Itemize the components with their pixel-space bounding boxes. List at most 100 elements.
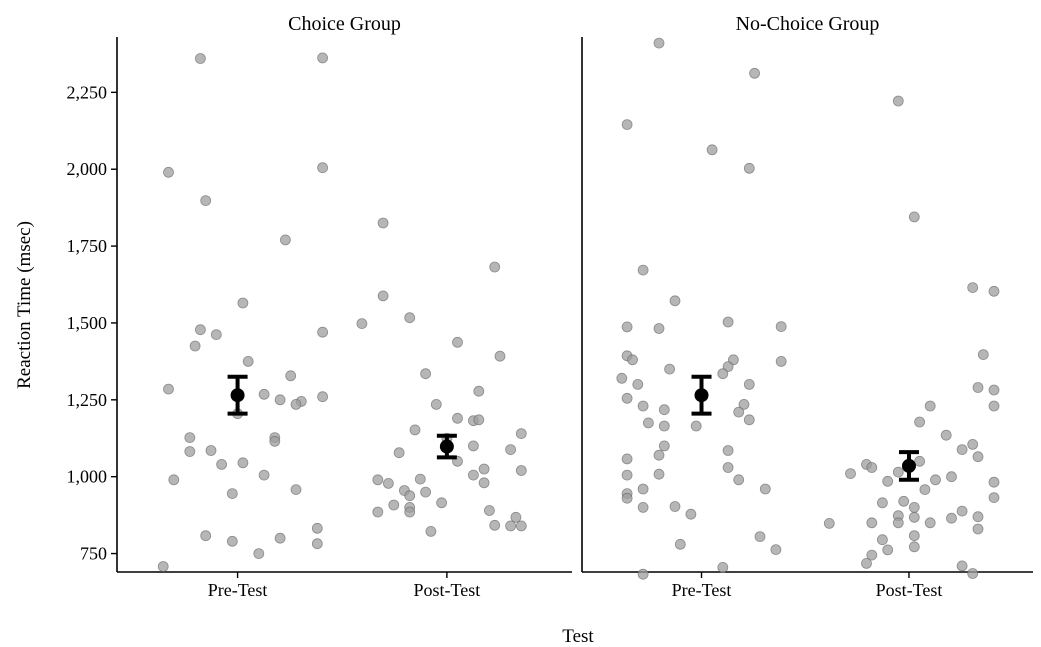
data-point — [467, 469, 479, 481]
data-point — [483, 505, 495, 516]
data-point — [194, 324, 206, 336]
data-point — [892, 517, 904, 529]
data-point — [317, 391, 329, 403]
plot-layer: Choice Group 750 1,000 1,250 1,500 1,750 2,000… — [67, 13, 1033, 600]
data-point — [669, 295, 681, 307]
y-tick-label: 1,500 — [67, 313, 108, 333]
data-point — [690, 420, 702, 432]
data-point — [189, 340, 201, 352]
data-point — [743, 414, 755, 426]
data-point — [420, 368, 432, 380]
x-axis-title: Test — [562, 626, 594, 647]
data-point — [759, 483, 771, 495]
data-point — [972, 451, 984, 463]
mean-point — [230, 388, 245, 403]
data-point — [372, 506, 384, 518]
data-point — [467, 440, 479, 452]
data-point — [356, 318, 368, 330]
data-point — [988, 384, 1000, 396]
data-point — [898, 495, 910, 507]
mean-point — [901, 458, 916, 473]
data-point — [637, 264, 649, 276]
data-point — [621, 321, 633, 333]
data-point — [452, 412, 463, 424]
data-point — [452, 336, 463, 348]
data-point — [749, 67, 760, 79]
panel-title: No-Choice Group — [736, 13, 880, 35]
data-point — [956, 444, 968, 456]
data-point — [404, 312, 416, 324]
data-point — [674, 538, 686, 550]
data-point — [409, 424, 421, 436]
data-point — [494, 350, 506, 362]
data-point — [845, 468, 856, 480]
data-point — [377, 217, 389, 229]
data-point — [988, 476, 1000, 488]
data-point — [317, 326, 329, 338]
data-point — [253, 548, 265, 559]
data-point — [632, 378, 644, 390]
data-point — [653, 449, 665, 461]
data-point — [866, 517, 878, 529]
y-tick-label: 2,250 — [67, 82, 108, 102]
data-point — [908, 211, 920, 223]
data-point — [892, 95, 904, 107]
data-point — [258, 469, 270, 481]
data-point — [908, 541, 920, 553]
data-point — [877, 497, 888, 509]
data-point — [377, 290, 389, 302]
data-point — [653, 323, 665, 334]
data-point — [972, 523, 984, 535]
data-point — [930, 474, 941, 486]
data-point — [393, 447, 405, 459]
data-point — [621, 392, 633, 404]
x-tick-label: Pre-Test — [208, 580, 268, 600]
data-point — [478, 477, 490, 489]
data-point — [200, 195, 212, 207]
data-point — [616, 372, 628, 384]
y-tick-label: 1,750 — [67, 236, 108, 256]
data-point — [489, 261, 501, 273]
data-point — [430, 398, 442, 410]
data-point — [372, 474, 384, 486]
data-point — [658, 404, 670, 416]
data-point — [216, 458, 228, 470]
data-point — [775, 355, 787, 367]
data-point — [722, 462, 734, 473]
data-point — [237, 297, 249, 309]
data-point — [717, 562, 729, 573]
data-point — [738, 398, 750, 410]
data-point — [754, 531, 766, 542]
panel-title: Choice Group — [288, 13, 401, 35]
mean-point — [694, 388, 709, 403]
data-point — [515, 520, 527, 532]
data-point — [317, 162, 329, 174]
y-tick-label: 1,000 — [67, 467, 108, 487]
y-tick-label: 2,000 — [67, 159, 108, 179]
data-point — [637, 400, 649, 412]
data-point — [940, 429, 952, 441]
data-point — [290, 484, 302, 496]
data-point — [653, 468, 665, 480]
data-point — [200, 530, 212, 542]
data-point — [274, 532, 286, 544]
data-point — [882, 544, 894, 556]
data-point — [861, 558, 872, 569]
data-point — [274, 394, 286, 406]
data-point — [946, 471, 957, 483]
x-tick-label: Post-Test — [876, 580, 943, 600]
data-point — [988, 285, 1000, 297]
data-point — [489, 519, 501, 531]
data-point — [163, 166, 174, 178]
data-point — [706, 144, 718, 156]
data-point — [972, 511, 984, 523]
data-point — [436, 497, 448, 509]
data-point — [279, 234, 291, 246]
data-point — [157, 561, 169, 572]
data-point — [722, 316, 734, 328]
data-point — [637, 483, 649, 495]
data-point — [515, 465, 527, 476]
data-point — [770, 544, 782, 555]
data-point — [988, 492, 1000, 504]
